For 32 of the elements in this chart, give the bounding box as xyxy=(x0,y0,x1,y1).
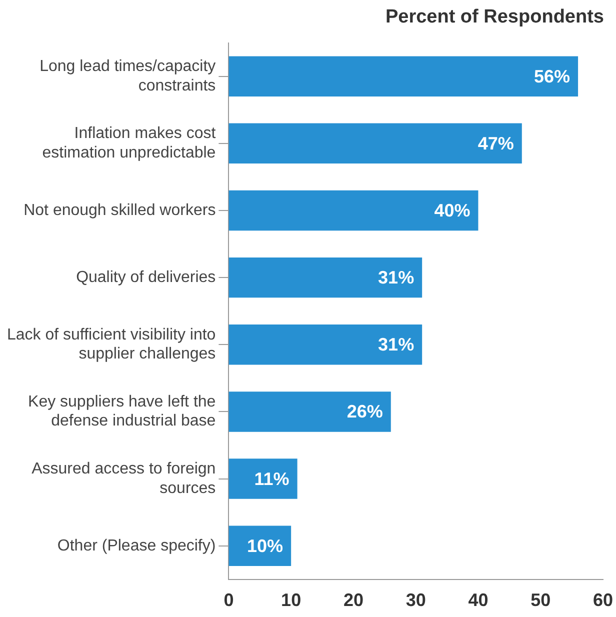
x-tick-label: 50 xyxy=(530,590,551,610)
bar xyxy=(228,257,422,298)
chart-title: Percent of Respondents xyxy=(385,6,604,28)
y-tick-label: Not enough skilled workers xyxy=(24,202,216,219)
bar xyxy=(228,123,522,164)
bar xyxy=(228,324,422,365)
y-tick-label: Assured access to foreign sources xyxy=(32,460,216,497)
y-tick-label: Lack of sufficient visibility into supplier challenges xyxy=(7,326,216,363)
data-label: 26% xyxy=(346,402,383,422)
bar xyxy=(228,190,478,231)
data-label: 47% xyxy=(478,133,514,154)
x-tick-label: 30 xyxy=(406,590,426,610)
data-label: 31% xyxy=(378,334,414,355)
data-label: 31% xyxy=(378,268,414,288)
bar xyxy=(228,392,391,432)
y-tick-label: Long lead times/capacity constraints xyxy=(40,58,216,94)
data-label: 56% xyxy=(534,66,570,86)
data-label: 11% xyxy=(254,468,290,489)
x-tick-label: 60 xyxy=(592,590,614,610)
x-tick-label: 40 xyxy=(468,590,488,610)
x-tick-label: 10 xyxy=(281,590,302,610)
data-label: 10% xyxy=(247,536,284,556)
bar xyxy=(228,526,292,566)
x-tick-label: 0 xyxy=(224,590,234,610)
y-tick-label: Inflation makes cost estimation unpredictable xyxy=(42,125,216,162)
bar xyxy=(228,56,578,96)
bar xyxy=(228,458,298,499)
y-tick-label: Key suppliers have left the defense industrial base xyxy=(28,394,216,430)
y-tick-label: Quality of deliveries xyxy=(76,268,216,286)
y-tick-label: Other (Please specify) xyxy=(57,537,216,554)
x-tick-label: 20 xyxy=(343,590,364,610)
data-label: 40% xyxy=(434,200,470,220)
